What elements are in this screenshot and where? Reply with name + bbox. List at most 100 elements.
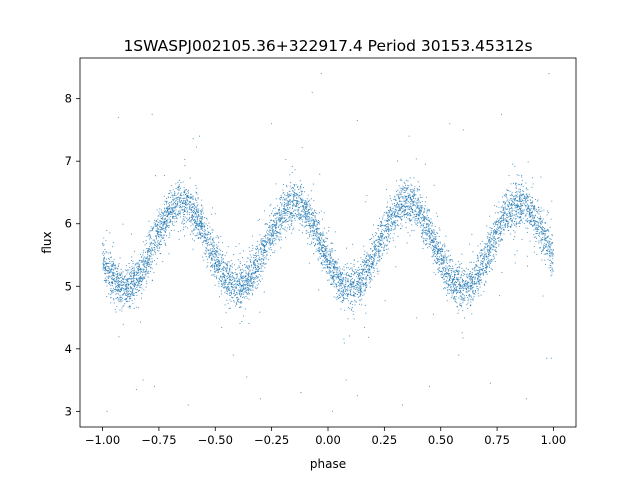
data-point [378,255,380,257]
data-point [141,271,143,274]
data-point [213,253,216,255]
data-point [484,267,486,269]
data-point [513,198,516,200]
data-point [115,293,117,295]
data-point [278,224,280,226]
data-point [229,269,231,271]
data-point [391,229,393,231]
data-point [542,244,544,246]
data-point [182,212,184,214]
data-point [486,247,488,249]
data-point [203,222,205,224]
data-point [233,277,235,279]
data-point [278,240,280,242]
data-point [358,290,360,292]
data-point [218,241,220,243]
data-point [454,289,456,291]
data-point [527,255,529,257]
data-point [355,288,357,291]
data-point [312,211,314,213]
data-point [215,260,217,262]
data-point [221,282,223,284]
data-point [208,252,210,254]
data-point [102,252,104,254]
data-point [115,288,117,291]
data-point [248,247,250,249]
data-point [387,248,389,250]
data-point [438,260,440,262]
data-point [405,187,407,189]
data-point [136,277,138,279]
data-point [516,250,518,252]
data-point [169,190,171,192]
data-point [429,235,431,237]
data-point [484,270,486,272]
data-point [437,258,439,261]
data-point [280,247,282,249]
data-point [342,283,344,285]
data-point [287,204,289,207]
data-point [357,271,359,273]
data-point [194,205,196,207]
data-point [486,249,488,251]
data-point [126,296,128,298]
data-point [158,211,160,213]
data-point [233,301,235,303]
data-point [127,293,129,295]
data-point [516,196,518,198]
data-point [227,275,229,277]
data-point [194,208,196,210]
data-point [418,188,420,190]
data-point [410,206,412,208]
data-point [409,235,411,237]
data-point [549,249,551,251]
data-point [369,248,371,250]
data-point [136,272,138,274]
data-point [303,226,305,228]
data-point [147,254,149,256]
data-point [415,194,417,196]
data-point [152,228,154,230]
data-point [417,204,419,206]
data-point [337,297,339,299]
data-point [298,207,301,209]
data-point [340,290,342,292]
data-point [455,293,458,295]
data-point [249,285,251,287]
data-point [132,294,134,296]
data-point [182,205,184,207]
data-point [243,277,245,279]
data-point [136,294,138,296]
data-point [289,174,291,176]
data-point [258,249,260,251]
data-point [495,221,497,223]
data-point [244,297,246,299]
data-point [488,237,490,239]
data-point [485,243,487,245]
data-point [233,289,235,291]
data-point [223,286,225,288]
data-point [381,243,383,245]
data-point [386,239,388,241]
data-point [242,271,244,273]
data-point [357,284,359,286]
data-point [367,271,369,273]
data-point [342,279,344,281]
data-point [394,226,396,228]
data-point [529,240,531,242]
data-point [454,282,456,284]
data-point [520,204,522,206]
data-point [481,240,483,242]
data-point [224,263,226,265]
data-point [137,262,140,264]
data-point [194,212,197,215]
data-point [337,289,339,291]
data-point [230,300,232,302]
data-point [149,230,151,232]
data-point [320,210,322,212]
data-point [132,278,134,280]
data-point [242,250,245,252]
data-point [235,303,237,305]
data-point [139,278,141,280]
data-point [260,267,262,270]
